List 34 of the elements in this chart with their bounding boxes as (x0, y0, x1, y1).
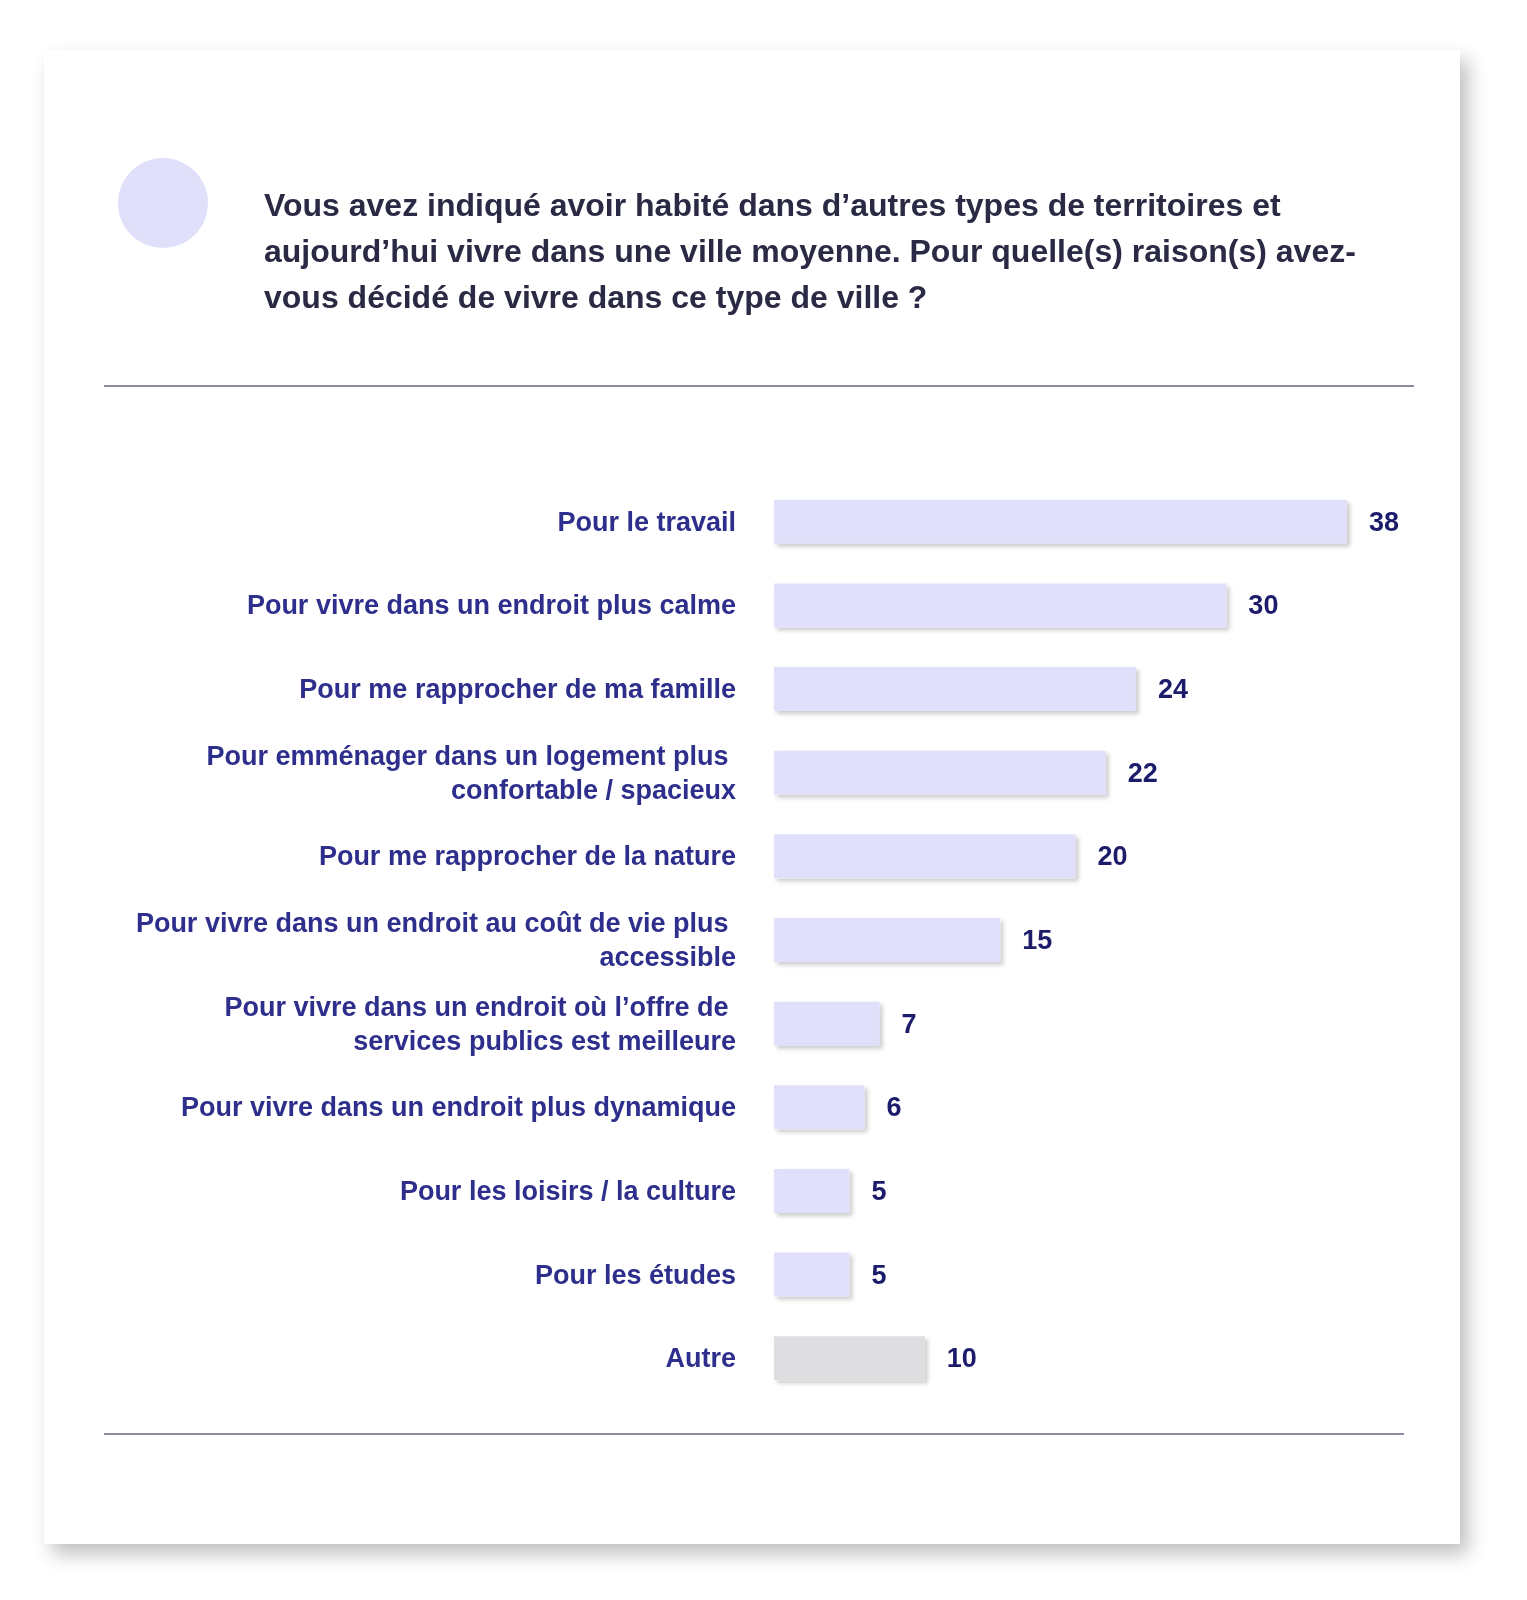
y-tick-label: Pour vivre dans un endroit plus dynamique (180, 1092, 736, 1123)
data-label: 6 (886, 1092, 902, 1123)
data-label: 5 (871, 1175, 887, 1206)
bar (774, 1001, 880, 1046)
data-label: 30 (1248, 590, 1279, 621)
bar (774, 750, 1106, 795)
bar (774, 667, 1136, 712)
y-tick-label: Pour le travail (557, 506, 736, 537)
y-tick-label: Pour les loisirs / la culture (399, 1175, 736, 1206)
y-tick-label: Pour vivre dans un endroit au coût de vie plus accessible (135, 908, 736, 972)
data-label: 24 (1157, 674, 1188, 705)
y-tick-label: Pour me rapprocher de la nature (318, 841, 736, 872)
y-tick-label: Pour vivre dans un endroit plus calme (246, 590, 736, 621)
bar (774, 1336, 925, 1381)
y-tick-label: Pour me rapprocher de ma famille (299, 674, 736, 705)
y-tick-label: Pour vivre dans un endroit où l’offre de services publics est meilleure (224, 991, 736, 1056)
y-tick-label: Pour les études (534, 1259, 736, 1290)
bar (774, 1085, 865, 1130)
bar (774, 834, 1076, 879)
data-label: 20 (1097, 841, 1128, 872)
bar (774, 1168, 850, 1213)
bar (774, 499, 1347, 544)
data-label: 10 (946, 1343, 977, 1374)
data-label: 5 (871, 1259, 887, 1290)
y-tick-label: Pour emménager dans un logement plus confortable / spacieux (206, 740, 736, 805)
data-label: 15 (1022, 925, 1053, 955)
data-label: 38 (1369, 506, 1400, 537)
data-label: 7 (901, 1008, 917, 1039)
bar (774, 918, 1001, 962)
bar (774, 583, 1227, 628)
chart-title: Vous avez indiqué avoir habité dans d’autres types de territoires et aujourd’hui vivre dans une ville moyenne. Pour quelle(s) raison(s) avez-vous décidé de vivre dans ce type de ville ? (264, 186, 1357, 317)
y-tick-label: Autre (665, 1343, 736, 1374)
data-label: 22 (1127, 757, 1158, 788)
bar (774, 1252, 850, 1297)
